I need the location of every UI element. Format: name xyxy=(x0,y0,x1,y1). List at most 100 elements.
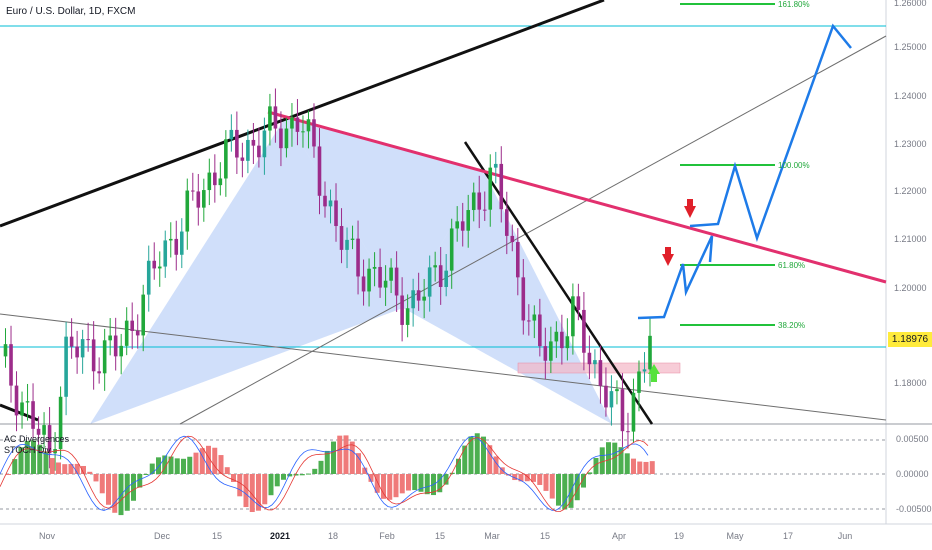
candle-body xyxy=(257,145,261,158)
candle-body xyxy=(367,268,371,292)
osc-histogram-bar xyxy=(343,435,349,474)
projection-path-2 xyxy=(689,23,852,242)
candle-body xyxy=(615,389,619,392)
osc-histogram-bar xyxy=(231,474,236,482)
osc-histogram-bar xyxy=(206,445,211,474)
osc-histogram-bar xyxy=(274,474,280,487)
candle-body xyxy=(372,266,377,269)
price-tick: 1.26000 xyxy=(894,0,927,8)
candle-body xyxy=(174,238,179,255)
price-tick: 1.18000 xyxy=(894,378,927,388)
osc-histogram-bar xyxy=(87,471,93,474)
osc-histogram-bar xyxy=(356,453,361,474)
black-trendline-upper xyxy=(0,0,605,228)
candle-body xyxy=(560,331,564,349)
candle-body xyxy=(251,139,256,146)
osc-histogram-bar xyxy=(474,433,480,474)
time-tick: 15 xyxy=(211,531,223,541)
candle-body xyxy=(224,139,228,179)
candle-body xyxy=(268,106,272,131)
candle-body xyxy=(42,425,46,435)
osc-histogram-bar xyxy=(81,465,86,474)
candle-body xyxy=(301,131,305,133)
candle-body xyxy=(339,226,344,250)
osc-histogram-bar xyxy=(174,458,180,474)
time-tick: Feb xyxy=(379,531,395,541)
candle-body xyxy=(279,128,283,149)
candle-body xyxy=(262,130,267,158)
candle-body xyxy=(146,260,151,295)
time-tick: 15 xyxy=(539,531,551,541)
osc-histogram-bar xyxy=(449,472,455,474)
price-tick: 1.22000 xyxy=(894,186,927,196)
candle-body xyxy=(334,200,338,227)
fib-label-38: 38.20% xyxy=(778,321,806,330)
candle-body xyxy=(152,260,157,269)
candle-body xyxy=(609,391,614,408)
candle-body xyxy=(317,146,322,196)
osc-histogram-bar xyxy=(12,459,18,474)
osc-histogram-bar xyxy=(437,474,443,493)
osc-histogram-bar xyxy=(199,448,205,474)
indicator-label-stoch: STOCH Div xyxy=(4,445,51,455)
candle-body xyxy=(163,240,168,267)
candle-body xyxy=(290,117,294,129)
candle-body xyxy=(58,396,63,450)
osc-histogram-bar xyxy=(324,450,330,474)
osc-histogram-bar xyxy=(112,474,118,513)
candle-body xyxy=(240,157,245,161)
osc-histogram-bar xyxy=(237,474,243,497)
chart-title: Euro / U.S. Dollar, 1D, FXCM xyxy=(6,6,136,17)
osc-histogram-bar xyxy=(256,474,261,511)
osc-tick: -0.00500 xyxy=(896,504,932,514)
candle-body xyxy=(400,295,404,325)
candle-body xyxy=(284,128,289,149)
candle-body xyxy=(598,360,603,386)
harmonic-leg-2 xyxy=(285,118,484,308)
pink-resistance-line xyxy=(267,110,887,284)
osc-histogram-bar xyxy=(574,474,580,501)
candle-body xyxy=(196,191,201,208)
candle-body xyxy=(460,221,465,231)
stoch-d-line xyxy=(0,435,649,513)
candle-body xyxy=(521,277,526,321)
candle-body xyxy=(383,280,388,288)
candle-body xyxy=(405,308,410,325)
candle-body xyxy=(449,228,454,271)
osc-histogram-bar xyxy=(193,452,199,474)
candle-body xyxy=(213,172,217,186)
osc-tick: 0.00500 xyxy=(896,434,929,444)
osc-histogram-bar xyxy=(306,473,311,475)
candle-body xyxy=(515,242,520,278)
current-price-tag: 1.18976 xyxy=(888,332,932,347)
candle-body xyxy=(130,320,135,331)
candle-body xyxy=(593,360,597,365)
candle-body xyxy=(416,290,421,301)
candle-body xyxy=(620,389,625,432)
indicator-label-ac: AC Divergences xyxy=(4,434,70,444)
red-down-arrow-stem xyxy=(687,199,693,207)
candle-body xyxy=(543,346,548,361)
candle-body xyxy=(31,401,35,429)
osc-histogram-bar xyxy=(637,461,643,474)
candle-body xyxy=(576,296,581,310)
candle-body xyxy=(345,239,349,250)
price-tick: 1.24000 xyxy=(894,91,927,101)
osc-histogram-bar xyxy=(593,457,599,474)
osc-histogram-bar xyxy=(499,467,505,474)
osc-histogram-bar xyxy=(124,474,130,511)
osc-histogram-bar xyxy=(487,445,493,474)
osc-histogram-bar xyxy=(312,468,318,474)
time-tick: Mar xyxy=(484,531,500,541)
osc-histogram-bar xyxy=(468,436,474,474)
candle-body xyxy=(356,238,360,277)
osc-histogram-bar xyxy=(581,474,586,488)
candle-body xyxy=(438,265,443,287)
osc-histogram-bar xyxy=(399,474,405,494)
osc-histogram-bar xyxy=(537,474,543,485)
candle-body xyxy=(482,209,487,211)
candle-body xyxy=(80,339,85,358)
green-up-arrow xyxy=(648,364,660,374)
black-trendline-down xyxy=(463,141,654,425)
